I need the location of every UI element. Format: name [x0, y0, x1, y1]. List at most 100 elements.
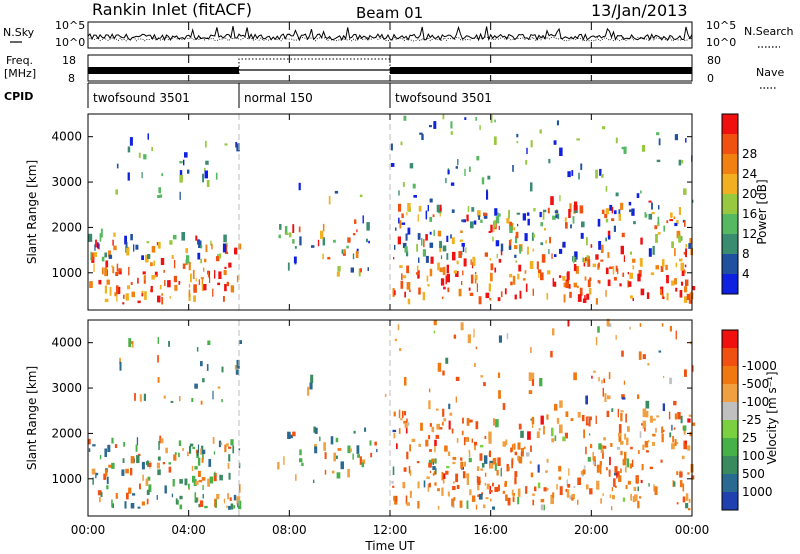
heatmap-cell [500, 291, 503, 297]
heatmap-cell [461, 219, 465, 222]
heatmap-cell [431, 458, 435, 463]
heatmap-cell [104, 252, 108, 258]
power-ylabel: Slant Range [km] [25, 160, 39, 264]
heatmap-cell [432, 472, 435, 476]
heatmap-cell [688, 299, 693, 304]
heatmap-cell [540, 504, 545, 511]
heatmap-cell [483, 382, 486, 387]
heatmap-cell [514, 294, 517, 300]
heatmap-cell [462, 270, 464, 276]
heatmap-cell [333, 239, 336, 243]
colorbar-tick-label: 12 [742, 227, 757, 241]
heatmap-cell [464, 168, 466, 176]
heatmap-cell [320, 230, 324, 239]
heatmap-cell [434, 445, 436, 453]
heatmap-cell [287, 262, 290, 271]
heatmap-cell [183, 159, 185, 166]
heatmap-cell [602, 450, 604, 459]
heatmap-cell [606, 318, 610, 327]
heatmap-cell [209, 277, 211, 283]
heatmap-cell [629, 209, 633, 213]
heatmap-cell [156, 242, 159, 246]
heatmap-cell [620, 410, 624, 413]
heatmap-cell [461, 430, 464, 436]
heatmap-cell [151, 246, 156, 253]
heatmap-cell [671, 443, 675, 450]
heatmap-cell [646, 450, 649, 453]
heatmap-cell [235, 142, 238, 148]
heatmap-cell [298, 182, 301, 191]
heatmap-cell [201, 279, 204, 285]
heatmap-cell [685, 493, 689, 501]
heatmap-cell [182, 263, 186, 269]
heatmap-cell [455, 473, 459, 483]
heatmap-cell [101, 256, 105, 262]
heatmap-cell [185, 248, 188, 254]
heatmap-cell [159, 284, 162, 290]
heatmap-cell [592, 461, 596, 465]
heatmap-cell [160, 258, 165, 265]
heatmap-cell [418, 257, 420, 263]
heatmap-cell [463, 461, 466, 467]
heatmap-cell [599, 168, 602, 176]
heatmap-cell [468, 450, 471, 458]
heatmap-cell [617, 268, 619, 275]
heatmap-cell [174, 284, 178, 291]
heatmap-cell [625, 413, 627, 423]
heatmap-cell [201, 457, 204, 463]
heatmap-cell [130, 341, 134, 344]
y-tick-label: 4000 [51, 130, 82, 144]
heatmap-cell [513, 443, 516, 450]
heatmap-cell [179, 174, 183, 183]
heatmap-cell [193, 295, 196, 302]
heatmap-cell [139, 483, 141, 490]
heatmap-cell [404, 411, 406, 416]
heatmap-cell [559, 486, 563, 496]
heatmap-cell [193, 479, 197, 487]
heatmap-cell [104, 298, 109, 303]
heatmap-cell [498, 225, 500, 230]
heatmap-cell [517, 455, 520, 461]
heatmap-cell [477, 494, 480, 497]
heatmap-cell [309, 382, 313, 390]
heatmap-cell [514, 471, 518, 478]
heatmap-cell [475, 346, 477, 350]
heatmap-cell [399, 348, 402, 352]
heatmap-cell [409, 289, 411, 293]
heatmap-cell [511, 444, 514, 452]
heatmap-cell [656, 159, 661, 163]
heatmap-cell [490, 272, 493, 282]
heatmap-cell [437, 230, 442, 237]
colorbar-swatch [722, 274, 738, 294]
heatmap-cell [441, 487, 444, 496]
heatmap-cell [409, 491, 412, 498]
heatmap-cell [652, 245, 655, 255]
heatmap-cell [290, 434, 293, 439]
heatmap-cell [498, 390, 501, 399]
heatmap-cell [221, 399, 223, 403]
heatmap-cell [409, 163, 414, 169]
heatmap-cell [622, 458, 627, 466]
heatmap-cell [468, 457, 472, 463]
heatmap-cell [417, 501, 420, 509]
heatmap-cell [663, 225, 665, 232]
heatmap-cell [479, 453, 483, 461]
heatmap-cell [551, 427, 554, 437]
velocity-panel-background [88, 320, 692, 516]
heatmap-cell [656, 132, 660, 136]
heatmap-cell [475, 272, 477, 275]
heatmap-cell [121, 469, 125, 476]
colorbar-swatch [722, 330, 738, 348]
heatmap-cell [620, 413, 623, 422]
heatmap-cell [622, 497, 626, 502]
heatmap-cell [202, 378, 205, 383]
heatmap-cell [142, 474, 144, 481]
heatmap-cell [455, 396, 457, 403]
heatmap-cell [212, 390, 214, 400]
heatmap-cell [612, 266, 615, 275]
heatmap-cell [202, 484, 204, 491]
heatmap-cell [492, 457, 497, 465]
heatmap-cell [89, 281, 93, 288]
heatmap-cell [533, 208, 536, 212]
